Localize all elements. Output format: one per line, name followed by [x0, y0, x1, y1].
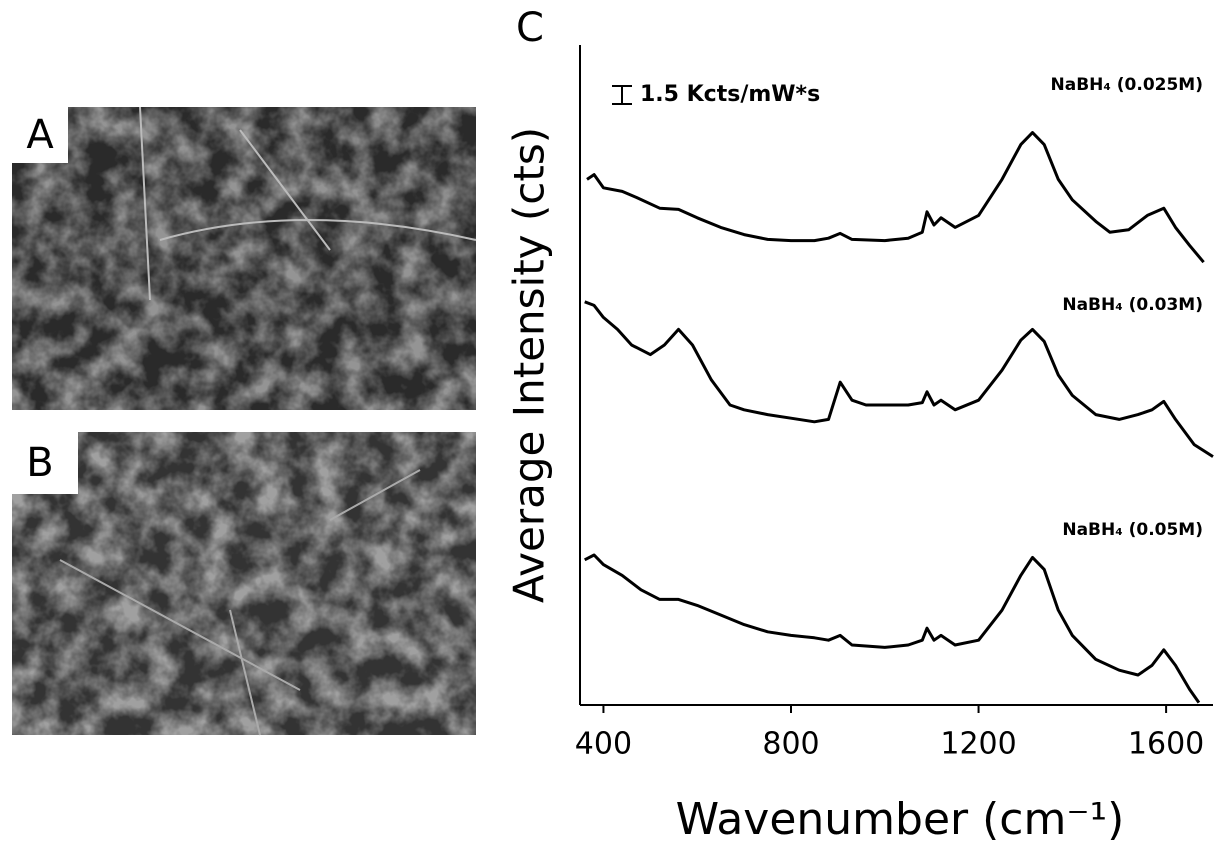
- x-tick-label: 1200: [940, 727, 1016, 762]
- label-box: [995, 285, 1210, 325]
- spectrum-line: [584, 553, 1201, 704]
- series-label: NaBH₄ (0.05M): [1062, 520, 1203, 540]
- sem-image-a: A: [12, 106, 477, 410]
- label-box: [995, 510, 1210, 550]
- x-tick-label: 400: [575, 727, 632, 762]
- sem-image-b: B: [12, 432, 476, 736]
- series-label: NaBH₄ (0.025M): [1051, 75, 1203, 95]
- panel-label: A: [26, 112, 54, 158]
- label-box: [995, 65, 1210, 105]
- spectrum-line: [584, 300, 1214, 458]
- series-label: NaBH₄ (0.03M): [1062, 295, 1203, 315]
- scale-bar-label: 1.5 Kcts/mW*s: [640, 82, 820, 107]
- panel-label: B: [26, 440, 53, 486]
- panel-label: C: [516, 5, 544, 51]
- x-tick-label: 1600: [1128, 727, 1204, 762]
- x-axis-label: Wavenumber (cm⁻¹): [676, 794, 1125, 845]
- y-axis-label: Average Intensity (cts): [505, 127, 554, 603]
- spectrum-line: [586, 131, 1205, 264]
- x-tick-label: 800: [762, 727, 819, 762]
